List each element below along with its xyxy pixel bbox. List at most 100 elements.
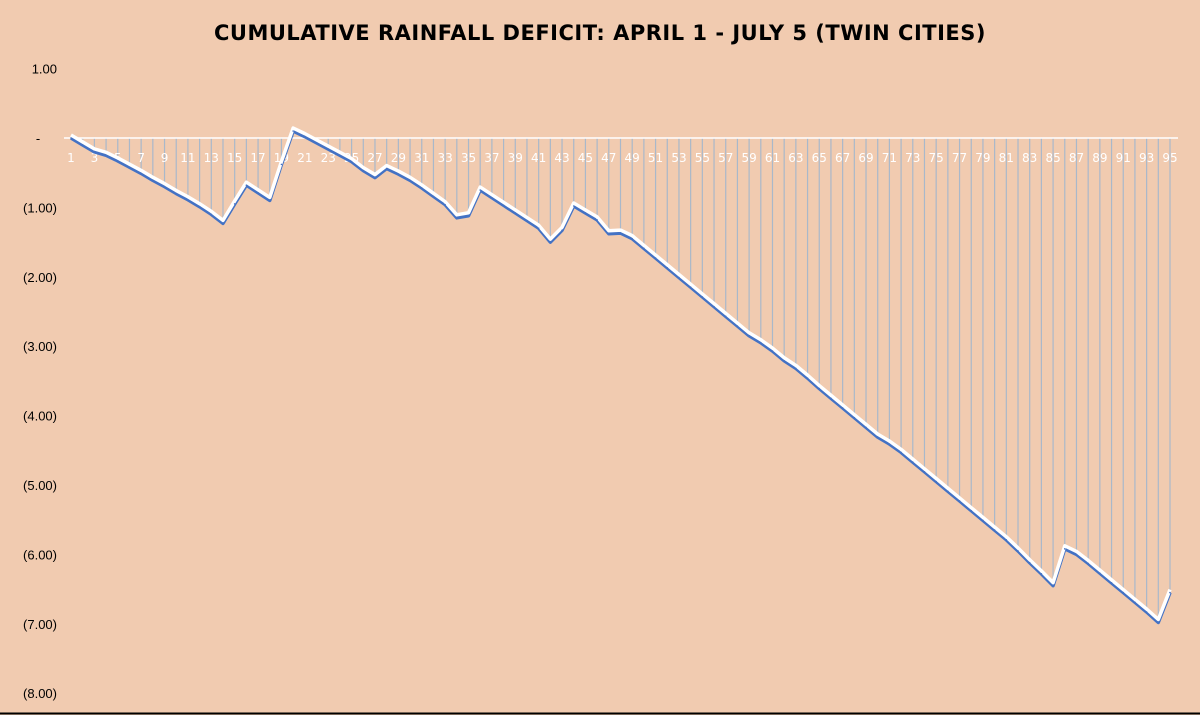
data-point	[268, 199, 271, 202]
x-tick-label: 51	[648, 151, 663, 165]
x-tick-label: 53	[671, 151, 686, 165]
data-point	[970, 509, 973, 512]
x-tick-label: 47	[601, 151, 616, 165]
data-point	[385, 167, 388, 170]
data-point	[1087, 562, 1089, 565]
data-point	[572, 205, 575, 207]
data-point	[70, 137, 72, 139]
x-tick-label: 61	[765, 151, 780, 165]
data-point	[444, 203, 446, 206]
data-point	[175, 192, 178, 195]
x-tick-label: 45	[578, 151, 593, 165]
data-point	[806, 377, 809, 379]
data-point	[643, 247, 645, 250]
data-point	[1063, 548, 1066, 550]
data-point	[105, 154, 107, 157]
x-tick-label: 71	[882, 151, 897, 165]
data-point	[1122, 591, 1125, 594]
data-point	[982, 519, 984, 522]
data-point	[911, 461, 914, 463]
data-point	[420, 187, 423, 189]
deficit-line-highlight	[70, 126, 1172, 622]
data-point	[304, 135, 306, 138]
y-tick-label: (7.00)	[23, 617, 57, 632]
drop-lines	[82, 131, 1171, 623]
x-tick-label: 91	[1116, 151, 1131, 165]
y-tick-label: (6.00)	[23, 547, 57, 562]
data-point	[479, 189, 482, 191]
data-point	[713, 305, 715, 308]
x-tick-label: 67	[835, 151, 850, 165]
data-point	[327, 148, 330, 150]
y-tick-label: (1.00)	[23, 200, 57, 215]
data-point	[350, 160, 353, 163]
data-point	[502, 204, 505, 207]
data-point	[888, 443, 891, 445]
data-point	[783, 359, 785, 362]
y-axis-ticks: 1.00 - (1.00) (2.00) (3.00) (4.00) (5.00) (6.00…	[23, 62, 57, 702]
data-point	[841, 407, 844, 409]
data-point	[1028, 561, 1031, 564]
data-point	[1017, 550, 1019, 552]
chart-title: CUMULATIVE RAINFALL DEFICIT: APRIL 1 - J…	[214, 21, 986, 45]
x-tick-label: 7	[137, 151, 145, 165]
x-tick-label: 73	[905, 151, 920, 165]
data-point	[233, 203, 236, 205]
data-point	[140, 172, 142, 175]
data-point	[795, 367, 797, 370]
data-point	[187, 198, 189, 201]
x-tick-label: 75	[929, 151, 944, 165]
data-point	[1134, 601, 1136, 604]
data-point	[210, 213, 213, 216]
x-tick-label: 15	[227, 151, 242, 165]
data-point	[830, 397, 832, 400]
data-point	[1040, 573, 1043, 575]
data-point	[93, 151, 96, 153]
data-point	[549, 241, 552, 243]
data-point	[163, 185, 166, 188]
data-point	[514, 212, 517, 214]
data-point	[362, 169, 365, 172]
x-tick-label: 65	[812, 151, 827, 165]
x-tick-label: 41	[531, 151, 546, 165]
data-point	[292, 130, 294, 132]
y-tick-label: (5.00)	[23, 478, 57, 493]
x-tick-label: 43	[554, 151, 569, 165]
x-tick-label: 1	[67, 151, 75, 165]
data-point	[257, 192, 259, 194]
data-point	[222, 222, 224, 225]
x-tick-label: 79	[975, 151, 990, 165]
y-tick-label: (8.00)	[23, 686, 57, 701]
data-point	[947, 490, 949, 493]
data-point	[1052, 584, 1054, 587]
x-tick-label: 37	[484, 151, 499, 165]
data-point	[736, 325, 739, 327]
data-point	[865, 426, 867, 429]
x-tick-label: 95	[1162, 151, 1177, 165]
y-tick-label: (2.00)	[23, 270, 57, 285]
data-point	[1099, 572, 1101, 574]
x-tick-label: 57	[718, 151, 733, 165]
data-point	[537, 227, 540, 230]
data-point	[374, 176, 376, 179]
x-tick-label: 17	[250, 151, 265, 165]
data-point	[958, 500, 961, 502]
data-point	[654, 257, 657, 259]
x-tick-label: 29	[391, 151, 406, 165]
data-point	[900, 451, 902, 454]
data-point	[397, 173, 400, 175]
data-point	[526, 219, 528, 222]
data-point	[666, 266, 669, 269]
data-point	[876, 436, 879, 438]
x-tick-label: 59	[741, 151, 756, 165]
data-point	[432, 195, 435, 198]
deficit-series	[70, 126, 1172, 625]
x-tick-label: 87	[1069, 151, 1084, 165]
x-tick-label: 93	[1139, 151, 1154, 165]
data-point	[467, 214, 470, 217]
x-tick-label: 27	[367, 151, 382, 165]
x-tick-label: 23	[321, 151, 336, 165]
data-point	[935, 480, 937, 483]
x-tick-label: 11	[180, 151, 195, 165]
data-point	[456, 217, 458, 219]
